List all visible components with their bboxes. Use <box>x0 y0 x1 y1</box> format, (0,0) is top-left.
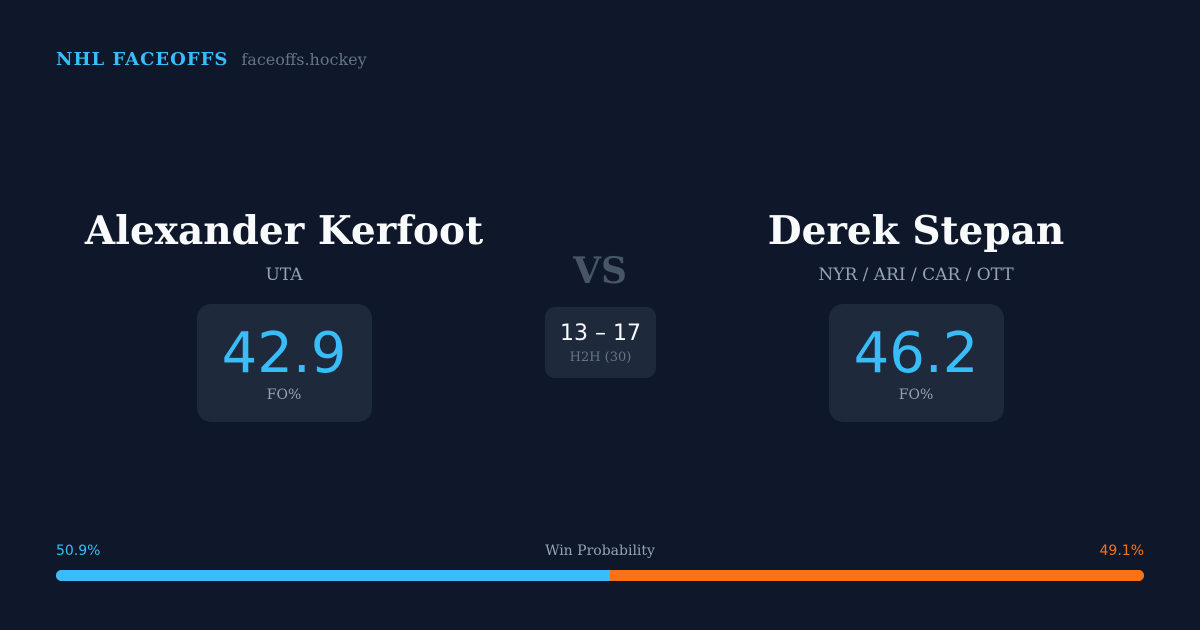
faceoff-card: 42.9 FO% <box>196 304 372 422</box>
h2h-label: H2H (30) <box>569 350 632 365</box>
brand-header: NHL FACEOFFS faceoffs.hockey <box>56 49 367 70</box>
vs-label: VS <box>573 250 627 292</box>
faceoff-percentage: 42.9 <box>221 321 347 386</box>
win-prob-right: 49.1% <box>1099 543 1144 559</box>
win-prob-title: Win Probability <box>545 543 655 559</box>
win-probability-bar <box>56 570 1144 581</box>
h2h-score: 13 – 17 <box>560 321 641 346</box>
player-name: Derek Stepan <box>767 208 1065 254</box>
win-prob-bar-right <box>609 570 1144 581</box>
player-right: Derek Stepan NYR / ARI / CAR / OTT 46.2 … <box>666 205 1166 422</box>
win-prob-left: 50.9% <box>56 543 101 559</box>
win-probability-labels: 50.9% Win Probability 49.1% <box>56 543 1144 563</box>
brand-site: faceoffs.hockey <box>241 50 367 69</box>
faceoff-card: 46.2 FO% <box>828 304 1004 422</box>
head-to-head-card: 13 – 17 H2H (30) <box>545 307 656 378</box>
player-team: UTA <box>265 265 303 285</box>
player-left: Alexander Kerfoot UTA 42.9 FO% <box>34 205 534 422</box>
player-team: NYR / ARI / CAR / OTT <box>818 265 1014 285</box>
faceoff-percentage: 46.2 <box>853 321 979 386</box>
brand-title: NHL FACEOFFS <box>56 49 229 70</box>
win-prob-bar-left <box>56 570 610 581</box>
faceoff-label: FO% <box>266 387 302 403</box>
player-name: Alexander Kerfoot <box>84 208 484 254</box>
faceoff-label: FO% <box>898 387 934 403</box>
